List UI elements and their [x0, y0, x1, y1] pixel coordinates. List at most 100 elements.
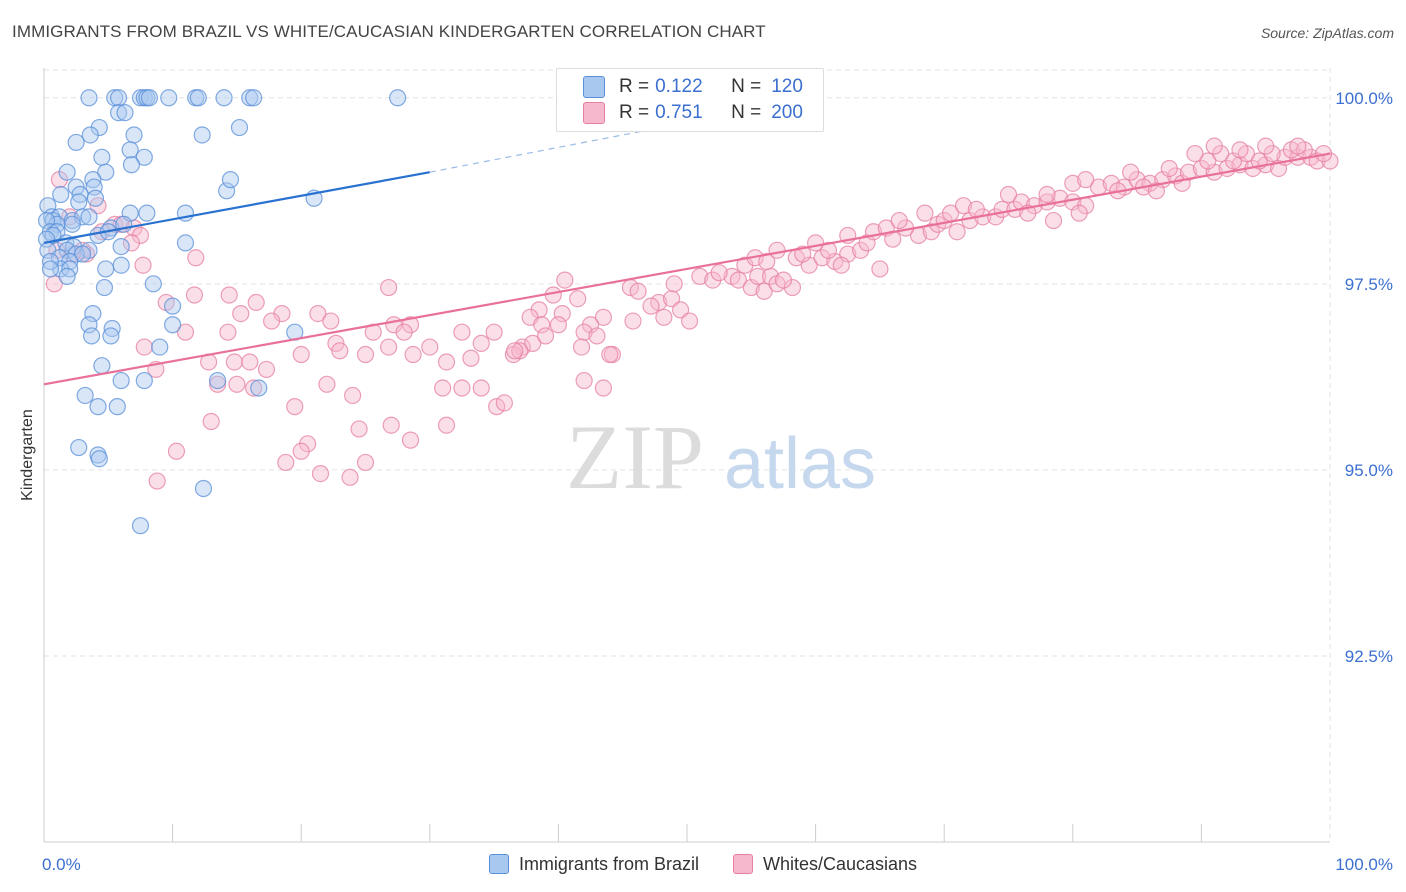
data-point [144, 275, 162, 293]
legend-item-whites[interactable]: Whites/Caucasians [732, 854, 917, 875]
data-point [1147, 182, 1165, 200]
watermark: ZIP atlas [566, 406, 876, 508]
data-point [1314, 144, 1333, 163]
data-point [309, 304, 327, 323]
legend-n-value: 120 [771, 76, 803, 97]
data-point [112, 256, 130, 274]
data-point [209, 371, 227, 390]
data-point [999, 185, 1018, 204]
data-point [80, 208, 98, 226]
data-point [70, 438, 88, 457]
data-point [215, 89, 233, 107]
legend-r-value: 0.751 [655, 102, 703, 123]
axes [43, 68, 1330, 843]
data-point [89, 398, 107, 416]
legend-n-value: 200 [771, 102, 803, 123]
data-point [389, 89, 407, 107]
data-point [1205, 137, 1223, 155]
data-point [1257, 137, 1275, 155]
data-point [247, 293, 265, 312]
data-point [331, 342, 349, 360]
data-point [758, 252, 776, 271]
legend-n-label: N = [731, 102, 762, 123]
data-point [164, 316, 182, 334]
data-point [794, 245, 812, 263]
data-point [250, 379, 268, 397]
data-point [63, 215, 81, 233]
data-point [729, 271, 748, 289]
data-point [575, 323, 593, 341]
data-point [193, 126, 211, 144]
legend-row-brazil: R = 0.122 N = 120 [583, 75, 803, 99]
data-point [749, 267, 767, 285]
data-point [189, 89, 207, 107]
data-point [495, 394, 513, 412]
data-point [588, 327, 606, 345]
legend-swatch-blue [488, 854, 509, 874]
data-point [575, 371, 593, 390]
data-point [97, 260, 115, 278]
data-point [86, 189, 105, 207]
data-point [221, 171, 240, 189]
data-point [218, 182, 236, 200]
data-point [553, 304, 571, 323]
data-point [67, 133, 85, 152]
chart-title: IMMIGRANTS FROM BRAZIL VS WHITE/CAUCASIA… [12, 22, 766, 41]
data-point [41, 260, 60, 278]
data-point [806, 234, 825, 252]
data-point [671, 301, 690, 319]
data-point [1199, 152, 1217, 170]
y-tick-label: 95.0% [1345, 461, 1393, 480]
legend-label-brazil: Immigrants from Brazil [518, 853, 699, 874]
data-point [1179, 163, 1198, 181]
data-point [1186, 144, 1204, 163]
data-point [58, 267, 76, 285]
data-point [318, 375, 336, 393]
data-point [680, 312, 699, 330]
data-point [1064, 174, 1082, 192]
data-point [93, 148, 111, 166]
trend-line-whites [43, 152, 1331, 386]
data-point [263, 312, 281, 330]
data-point [453, 379, 471, 397]
correlation-legend: R = 0.122 N = 120 R = 0.751 N = 200 [556, 68, 824, 132]
data-point [356, 345, 375, 364]
data-point [151, 338, 169, 356]
data-point [395, 323, 413, 341]
data-point [948, 223, 966, 241]
series-immigrants-from-brazil [37, 89, 407, 535]
data-point [194, 479, 213, 498]
data-point [601, 345, 619, 364]
data-point [134, 256, 152, 274]
data-point [277, 453, 295, 472]
legend-item-brazil[interactable]: Immigrants from Brazil [488, 853, 699, 875]
data-point [421, 338, 439, 356]
data-point [506, 342, 524, 360]
data-point [1231, 141, 1249, 159]
data-point [209, 375, 227, 393]
data-point [108, 398, 126, 416]
legend-swatch-pink [583, 102, 605, 124]
data-point [225, 353, 243, 371]
legend-n-label: N = [731, 76, 762, 97]
data-point [292, 442, 310, 460]
data-point [1070, 204, 1088, 222]
data-point [322, 312, 340, 330]
data-point [655, 308, 673, 326]
data-point [768, 241, 786, 259]
data-point [245, 379, 263, 397]
data-point [80, 89, 98, 107]
x-tick-label: 0.0% [42, 855, 81, 874]
data-point [549, 316, 568, 334]
data-point [511, 342, 529, 360]
trend-line-brazil [43, 171, 430, 244]
data-point [121, 141, 139, 159]
data-point [401, 431, 420, 449]
data-point [220, 286, 238, 304]
data-point [102, 327, 120, 345]
data-point [556, 271, 574, 289]
data-point [148, 472, 166, 490]
data-point [109, 104, 128, 122]
data-point [131, 517, 150, 535]
data-point [135, 371, 153, 390]
